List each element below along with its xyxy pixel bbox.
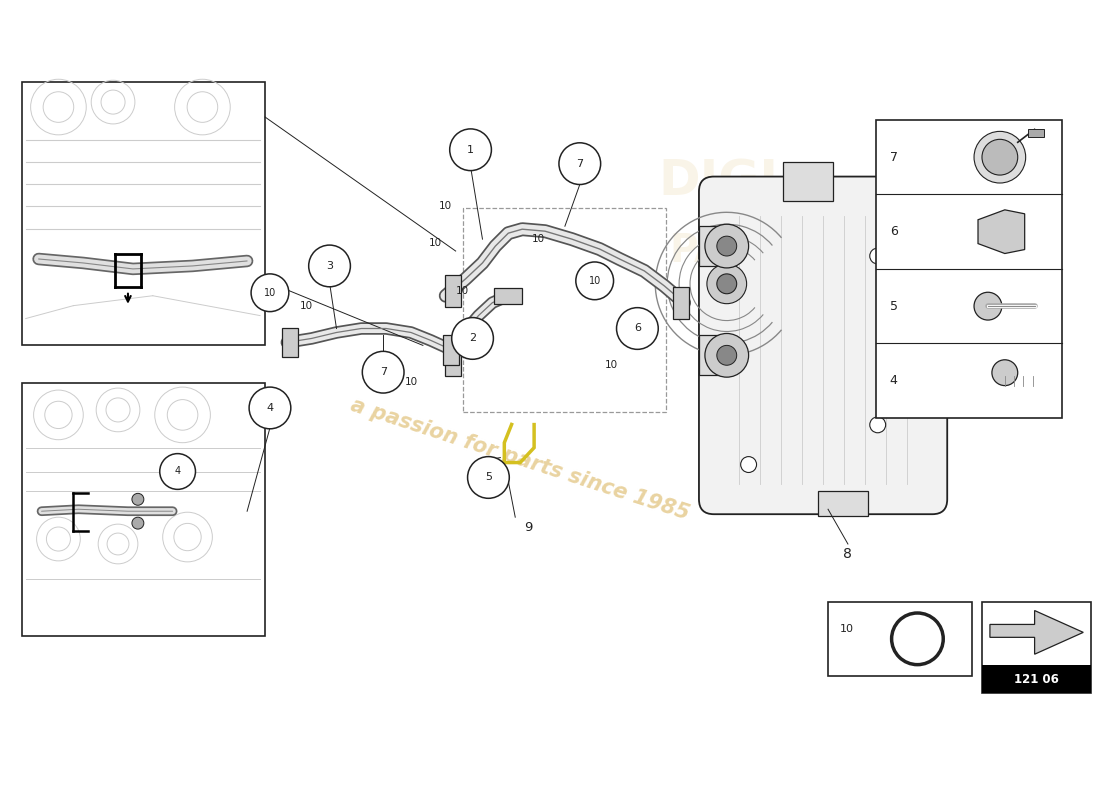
Text: 3: 3 [326, 261, 333, 271]
Circle shape [992, 360, 1018, 386]
Bar [442, 335, 459, 366]
Circle shape [717, 236, 737, 256]
Circle shape [450, 129, 492, 170]
Text: 7: 7 [379, 367, 387, 377]
Circle shape [160, 454, 196, 490]
Bar [463, 208, 667, 412]
Text: 10: 10 [300, 301, 313, 310]
Polygon shape [978, 210, 1025, 254]
Text: 10: 10 [605, 360, 618, 370]
Circle shape [468, 457, 509, 498]
Text: 10: 10 [588, 276, 601, 286]
Bar [673, 286, 689, 318]
Bar [444, 348, 461, 376]
Circle shape [974, 292, 1002, 320]
Bar [22, 383, 265, 636]
Circle shape [575, 262, 614, 300]
Text: PARTS: PARTS [670, 232, 807, 270]
Circle shape [982, 139, 1018, 175]
Circle shape [309, 245, 351, 286]
Bar [494, 288, 522, 304]
Circle shape [132, 517, 144, 529]
Text: 5: 5 [890, 300, 898, 313]
Text: 10: 10 [439, 202, 452, 211]
Text: 4: 4 [175, 466, 180, 477]
Text: 7: 7 [576, 158, 583, 169]
Text: DIGI: DIGI [659, 158, 779, 206]
Bar [982, 602, 1091, 693]
Bar [783, 162, 833, 202]
Circle shape [559, 142, 601, 185]
Circle shape [974, 131, 1025, 183]
Circle shape [717, 346, 737, 366]
Text: 121 06: 121 06 [1014, 673, 1059, 686]
Bar [698, 226, 728, 266]
Circle shape [249, 387, 290, 429]
Circle shape [740, 457, 757, 473]
Text: 6: 6 [890, 225, 898, 238]
Text: 6: 6 [634, 323, 641, 334]
Bar [698, 335, 728, 375]
Text: 10: 10 [531, 234, 544, 244]
FancyBboxPatch shape [698, 177, 947, 514]
Circle shape [707, 264, 747, 304]
Polygon shape [990, 610, 1084, 654]
Text: 8: 8 [844, 547, 852, 561]
Text: 4: 4 [890, 374, 898, 387]
Text: 10: 10 [264, 288, 276, 298]
Circle shape [870, 417, 886, 433]
Bar [828, 602, 972, 676]
Bar [444, 275, 461, 306]
Circle shape [616, 308, 658, 350]
Text: 10: 10 [840, 624, 854, 634]
Bar [818, 491, 868, 516]
Circle shape [251, 274, 289, 312]
Circle shape [870, 248, 886, 264]
Text: 4: 4 [266, 403, 274, 413]
Circle shape [362, 351, 404, 393]
Circle shape [717, 274, 737, 294]
Circle shape [452, 318, 494, 359]
Text: 2: 2 [469, 334, 476, 343]
Bar [982, 665, 1091, 693]
Bar [876, 120, 1063, 418]
Text: 9: 9 [524, 521, 532, 534]
Text: 10: 10 [456, 286, 470, 296]
Circle shape [705, 224, 749, 268]
Text: 10: 10 [405, 377, 418, 387]
Bar [282, 327, 298, 358]
Bar [22, 82, 265, 346]
Bar [1027, 130, 1044, 138]
Text: 10: 10 [429, 238, 442, 248]
Text: 7: 7 [890, 150, 898, 164]
Circle shape [132, 494, 144, 506]
Text: a passion for parts since 1985: a passion for parts since 1985 [349, 395, 692, 524]
Text: 5: 5 [485, 473, 492, 482]
Circle shape [705, 334, 749, 377]
Text: 1: 1 [468, 145, 474, 154]
